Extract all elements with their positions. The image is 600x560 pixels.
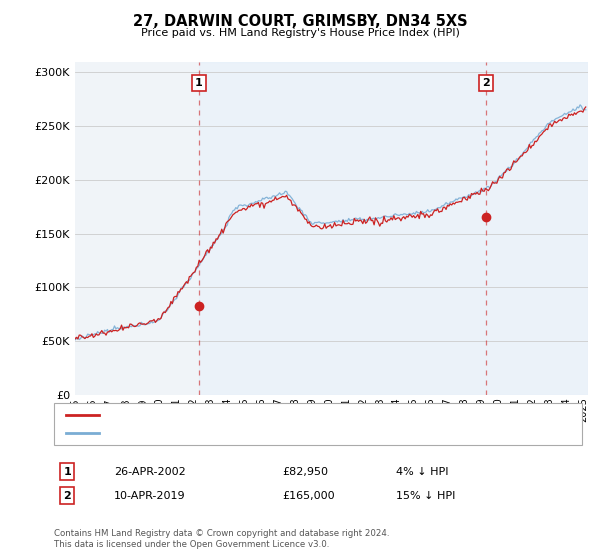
Text: £165,000: £165,000 [282,491,335,501]
Text: 2: 2 [482,78,490,88]
Text: 15% ↓ HPI: 15% ↓ HPI [396,491,455,501]
Text: 10-APR-2019: 10-APR-2019 [114,491,185,501]
Text: £82,950: £82,950 [282,466,328,477]
Text: 27, DARWIN COURT, GRIMSBY, DN34 5XS: 27, DARWIN COURT, GRIMSBY, DN34 5XS [133,14,467,29]
Text: Price paid vs. HM Land Registry's House Price Index (HPI): Price paid vs. HM Land Registry's House … [140,28,460,38]
Text: HPI: Average price, detached house, North East Lincolnshire: HPI: Average price, detached house, Nort… [106,428,420,438]
Bar [199,62,588,395]
Text: 4% ↓ HPI: 4% ↓ HPI [396,466,448,477]
Text: 2: 2 [64,491,71,501]
Text: Contains HM Land Registry data © Crown copyright and database right 2024.
This d: Contains HM Land Registry data © Crown c… [54,529,389,549]
Text: 27, DARWIN COURT, GRIMSBY, DN34 5XS (detached house): 27, DARWIN COURT, GRIMSBY, DN34 5XS (det… [106,410,415,420]
Text: 26-APR-2002: 26-APR-2002 [114,466,186,477]
Text: 1: 1 [195,78,203,88]
Text: 1: 1 [64,466,71,477]
